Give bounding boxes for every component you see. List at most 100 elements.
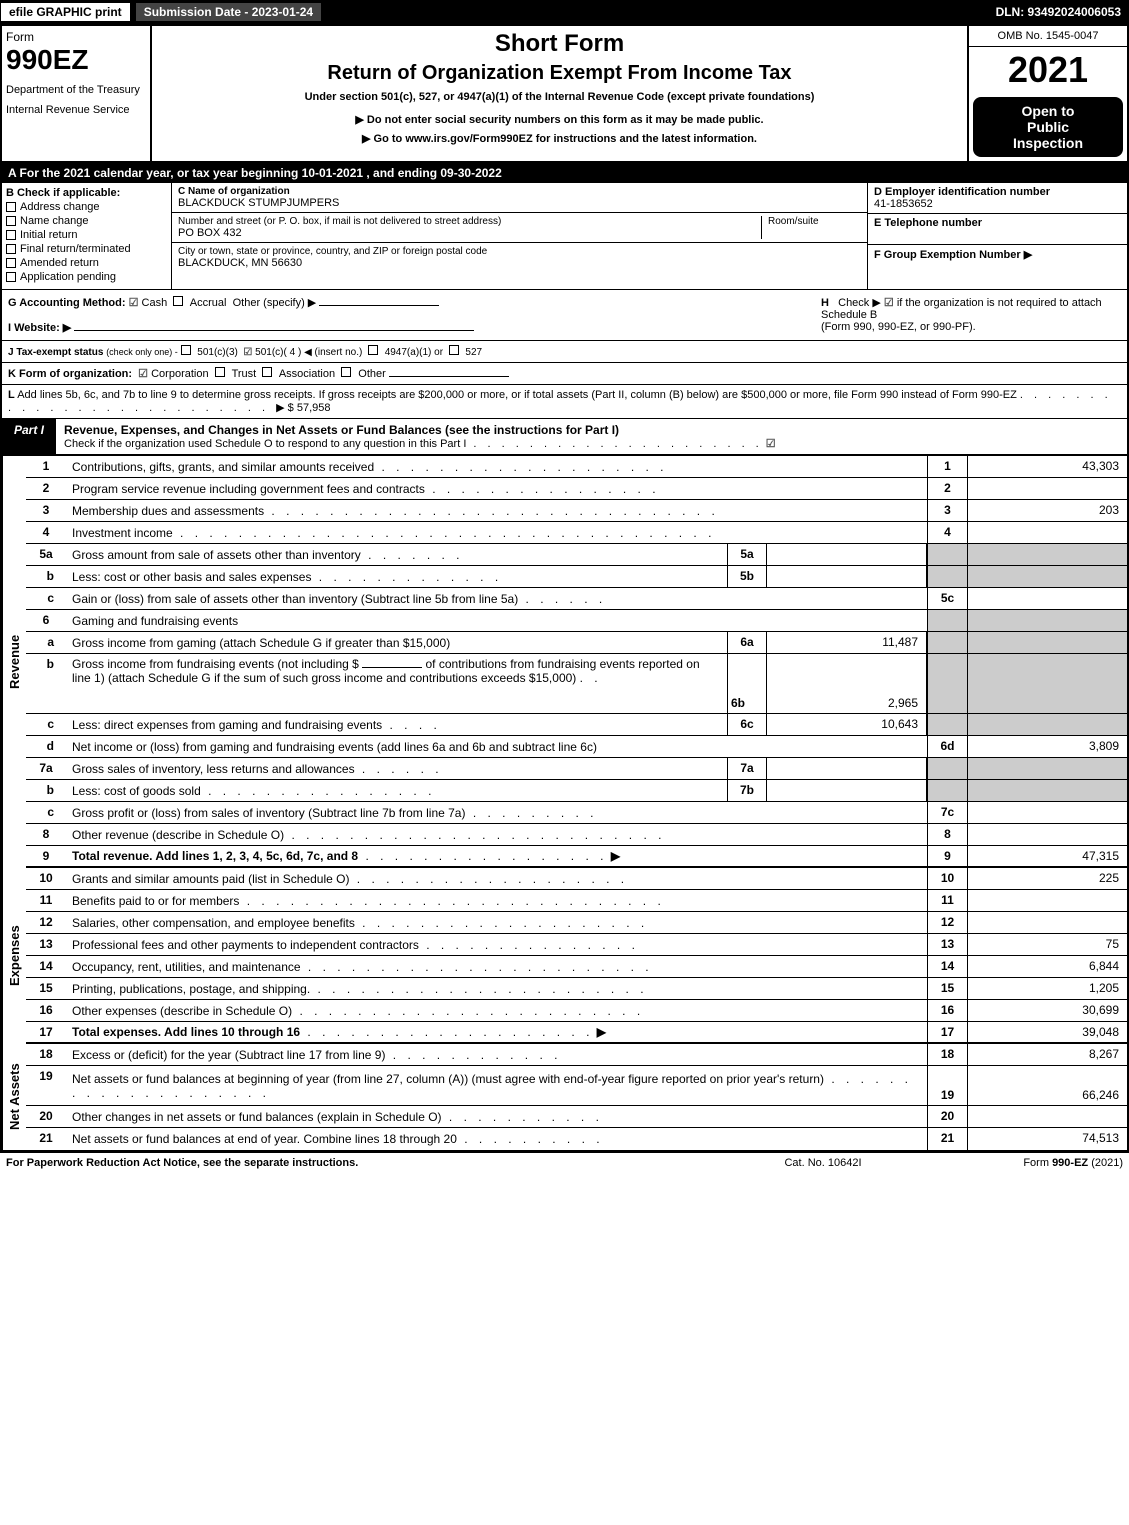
line-num: 11 <box>26 890 66 911</box>
result-val: 39,048 <box>967 1022 1127 1042</box>
line-17: 17 Total expenses. Add lines 10 through … <box>26 1022 1127 1044</box>
j-label: J Tax-exempt status <box>8 347 103 358</box>
other-specify-field[interactable] <box>319 305 439 306</box>
line-desc: Excess or (deficit) for the year (Subtra… <box>66 1044 927 1065</box>
desc-text: Less: cost of goods sold <box>72 784 201 798</box>
street-row: Number and street (or P. O. box, if mail… <box>172 213 867 243</box>
line-desc: Net assets or fund balances at end of ye… <box>66 1128 927 1150</box>
row-a-tax-year: A For the 2021 calendar year, or tax yea… <box>2 163 1127 183</box>
desc-text: Total expenses. Add lines 10 through 16 <box>72 1025 300 1039</box>
section-de: D Employer identification number 41-1853… <box>867 183 1127 289</box>
contrib-field[interactable] <box>362 667 422 668</box>
submission-date-button[interactable]: Submission Date - 2023-01-24 <box>135 2 322 22</box>
netassets-side-label: Net Assets <box>2 1044 26 1150</box>
result-val: 47,315 <box>967 846 1127 866</box>
j-501c3: 501(c)(3) <box>197 347 238 358</box>
result-num: 12 <box>927 912 967 933</box>
result-num: 16 <box>927 1000 967 1021</box>
dots: . . . . . . . . . . . . . . . . . . . . <box>355 916 648 930</box>
line-7b: b Less: cost of goods sold . . . . . . .… <box>26 780 1127 802</box>
net-assets-section: Net Assets 18 Excess or (deficit) for th… <box>2 1044 1127 1150</box>
result-val: 203 <box>967 500 1127 521</box>
checkbox-icon[interactable] <box>6 272 16 282</box>
website-field[interactable] <box>74 330 474 331</box>
other-org-field[interactable] <box>389 376 509 377</box>
expenses-side-label: Expenses <box>2 868 26 1044</box>
dots: . . . . . . . . . . . . . . . . . . . . … <box>466 438 762 450</box>
checkbox-icon[interactable] <box>181 345 191 355</box>
checkbox-icon[interactable] <box>6 244 16 254</box>
arrow-icon: ▶ <box>597 1025 606 1039</box>
line-7c: c Gross profit or (loss) from sales of i… <box>26 802 1127 824</box>
desc-text: Less: direct expenses from gaming and fu… <box>72 718 382 732</box>
grey-cell <box>927 566 967 587</box>
sub-val <box>767 780 927 801</box>
room-label: Room/suite <box>768 216 861 227</box>
checkbox-icon[interactable] <box>262 367 272 377</box>
dots: . . . . . . . . . . . . . . . . . <box>358 849 607 863</box>
dots: . . . . . . . . . . . . . . . . <box>201 784 436 798</box>
checkbox-icon[interactable] <box>368 345 378 355</box>
do-not-enter: ▶ Do not enter social security numbers o… <box>156 113 963 126</box>
dots: . . . . . . . . . . . . . . . . . . . . … <box>301 960 653 974</box>
efile-print-button[interactable]: efile GRAPHIC print <box>0 2 131 22</box>
checkbox-icon[interactable] <box>6 230 16 240</box>
city-row: City or town, state or province, country… <box>172 243 867 272</box>
desc-text: Net income or (loss) from gaming and fun… <box>72 740 921 754</box>
line-num: 15 <box>26 978 66 999</box>
irs-link[interactable]: www.irs.gov/Form990EZ <box>405 133 532 145</box>
row-l: L Add lines 5b, 6c, and 7b to line 9 to … <box>2 385 1127 419</box>
k-other: Other <box>358 368 386 380</box>
checkbox-icon[interactable] <box>341 367 351 377</box>
check-icon: ☑ <box>884 297 894 309</box>
checkbox-icon[interactable] <box>6 216 16 226</box>
check-icon: ☑ <box>129 297 139 309</box>
dots: . . . . . . . . . . . . . . . . . . . . … <box>264 504 719 518</box>
line-num: b <box>26 780 66 801</box>
k-corp: Corporation <box>151 368 208 380</box>
line-5b: b Less: cost or other basis and sales ex… <box>26 566 1127 588</box>
city-value: BLACKDUCK, MN 56630 <box>178 257 487 269</box>
result-num: 18 <box>927 1044 967 1065</box>
dots: . . <box>580 671 602 685</box>
checkbox-icon[interactable] <box>6 258 16 268</box>
checkbox-icon[interactable] <box>215 367 225 377</box>
desc-text: Other expenses (describe in Schedule O) <box>72 1004 292 1018</box>
k-assoc: Association <box>279 368 335 380</box>
inspection: Inspection <box>979 135 1117 151</box>
line-desc: Contributions, gifts, grants, and simila… <box>66 456 927 477</box>
line-num: 19 <box>26 1066 66 1105</box>
part1-label: Part I <box>2 419 56 454</box>
address-change-label: Address change <box>20 201 100 213</box>
line-desc: Grants and similar amounts paid (list in… <box>66 868 927 889</box>
footer-center: Cat. No. 10642I <box>723 1157 923 1169</box>
top-bar: efile GRAPHIC print Submission Date - 20… <box>0 0 1129 24</box>
sub-num: 6b <box>727 654 767 713</box>
line-11: 11 Benefits paid to or for members . . .… <box>26 890 1127 912</box>
result-val <box>967 824 1127 845</box>
desc-text: Gaming and fundraising events <box>72 614 238 628</box>
grey-cell <box>967 632 1127 653</box>
line-num: 2 <box>26 478 66 499</box>
j-sub: (check only one) - <box>106 347 178 357</box>
form-header: Form 990EZ Department of the Treasury In… <box>2 26 1127 163</box>
form-pre: Form <box>1023 1157 1052 1169</box>
check-name-change: Name change <box>6 215 167 227</box>
checkbox-icon[interactable] <box>173 296 183 306</box>
under-section: Under section 501(c), 527, or 4947(a)(1)… <box>156 91 963 103</box>
l-text: Add lines 5b, 6c, and 7b to line 9 to de… <box>17 389 1017 401</box>
dots: . . . . . . . <box>361 548 464 562</box>
part1-check-text: Check if the organization used Schedule … <box>64 438 466 450</box>
dots: . . . . <box>382 718 441 732</box>
result-num: 15 <box>927 978 967 999</box>
dots: . . . . . . . . . . . . . . . . . . . . <box>300 1025 593 1039</box>
checkbox-icon[interactable] <box>449 345 459 355</box>
result-num: 21 <box>927 1128 967 1150</box>
line-num: 4 <box>26 522 66 543</box>
g-label: G Accounting Method: <box>8 297 126 309</box>
result-val: 6,844 <box>967 956 1127 977</box>
initial-return-label: Initial return <box>20 229 77 241</box>
checkbox-icon[interactable] <box>6 202 16 212</box>
org-name-row: C Name of organization BLACKDUCK STUMPJU… <box>172 183 867 213</box>
street-label: Number and street (or P. O. box, if mail… <box>178 216 761 227</box>
